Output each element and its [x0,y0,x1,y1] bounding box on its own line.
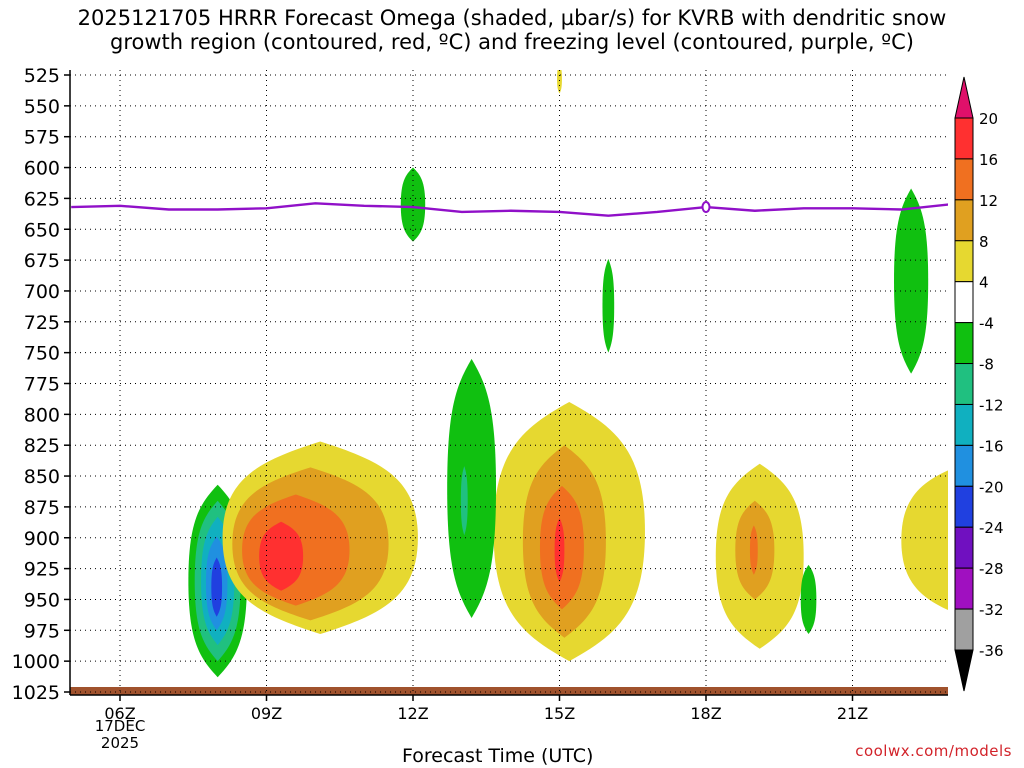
freezing-level-label [701,201,711,214]
colorbar-label-8: -16 [979,437,1004,455]
x-tick-label-18Z: 18Z [690,704,721,723]
omega-region-neg-13h-core [460,466,468,536]
x-tick-label-21Z: 21Z [837,704,868,723]
colorbar-swatch-10 [954,526,974,569]
omega-region-pos-15h-spike [557,70,562,94]
omega-region-neg-13h-outer [447,358,497,618]
omega-shading [188,70,948,678]
y-tick-label-800: 800 [24,404,60,426]
y-tick-label-975: 975 [24,620,60,642]
y-tick-label-750: 750 [24,343,60,365]
colorbar-over-arrow [954,76,974,119]
colorbar-swatch-12 [954,608,974,651]
title-line-1: 2025121705 HRRR Forecast Omega (shaded, … [77,6,947,30]
colorbar-swatch-4 [954,281,974,324]
colorbar-swatch-11 [954,567,974,610]
colorbar-label-0: 20 [979,110,998,128]
x-tick-label-12Z: 12Z [397,704,428,723]
colorbar-swatch-6 [954,363,974,405]
grid-lines [70,70,948,695]
y-tick-label-950: 950 [24,589,60,611]
x-tick-label-15Z: 15Z [544,704,575,723]
colorbar-label-6: -8 [979,356,994,374]
date-label-day: 17DEC [94,717,146,735]
omega-region-neg-20h [800,564,817,635]
colorbar-swatch-7 [954,403,974,446]
axes: 525 550 575 600 625 650 675 700 725 750 775 800 825 8… [12,65,948,723]
y-tick-label-650: 650 [24,219,60,241]
colorbar-swatch-1 [954,158,974,201]
y-tick-label-725: 725 [24,312,60,334]
colorbar-label-9: -20 [979,478,1004,496]
date-label-year: 2025 [100,734,140,752]
colorbar-label-13: -36 [979,642,1004,660]
ground-surface [70,687,948,695]
y-tick-label-600: 600 [24,158,60,180]
omega-region-neg-8h-core [211,557,223,617]
colorbar-swatch-3 [954,240,974,283]
y-tick-label-1025: 1025 [12,682,60,704]
colorbar-label-2: 12 [979,192,998,210]
colorbar-label-3: 8 [979,233,989,251]
y-tick-label-925: 925 [24,559,60,581]
x-tick-label-09Z: 09Z [251,704,282,723]
colorbar-swatch-8 [954,444,974,487]
y-tick-label-900: 900 [24,528,60,550]
colorbar-label-5: -4 [979,315,994,333]
y-tick-label-575: 575 [24,127,60,149]
omega-region-neg-22h [894,188,929,374]
y-tick-label-675: 675 [24,250,60,272]
y-tick-label-1000: 1000 [12,651,60,673]
y-tick-label-850: 850 [24,466,60,488]
colorbar-swatch-2 [954,199,974,242]
freezing-level-line [71,202,948,217]
colorbar-label-1: 16 [979,151,998,169]
freezing-level-contour [71,201,948,217]
colorbar-swatch-9 [954,485,974,528]
colorbar-swatch-5 [954,322,974,365]
colorbar: 20 16 12 8 4 -4 -8 -12 -16 -20 -24 -28 -32 -36 [954,76,1004,692]
y-tick-label-550: 550 [24,96,60,118]
ground-bar [70,687,948,695]
y-tick-label-775: 775 [24,374,60,396]
title-line-2: growth region (contoured, red, ºC) and f… [110,30,914,54]
y-tick-label-875: 875 [24,497,60,519]
y-tick-label-525: 525 [24,65,60,87]
colorbar-label-12: -32 [979,601,1004,619]
chart-title: 2025121705 HRRR Forecast Omega (shaded, … [0,6,1024,54]
omega-region-neg-12h [400,167,426,242]
colorbar-label-7: -12 [979,396,1004,414]
y-tick-label-625: 625 [24,188,60,210]
omega-region-neg-16h [602,258,615,353]
y-tick-label-825: 825 [24,435,60,457]
x-tick-label-06Z: 06Z [104,704,135,723]
colorbar-label-10: -24 [979,519,1004,537]
x-axis-label: Forecast Time (UTC) [402,745,594,767]
colorbar-under-arrow [954,649,974,692]
omega-region-pos-10h-core [259,521,304,591]
colorbar-swatch-0 [954,117,974,160]
colorbar-label-11: -28 [979,560,1004,578]
y-tick-label-700: 700 [24,281,60,303]
credit-label: coolwx.com/models [855,742,1012,760]
colorbar-label-4: 4 [979,274,989,292]
omega-region-pos-23h-edge [901,470,948,610]
